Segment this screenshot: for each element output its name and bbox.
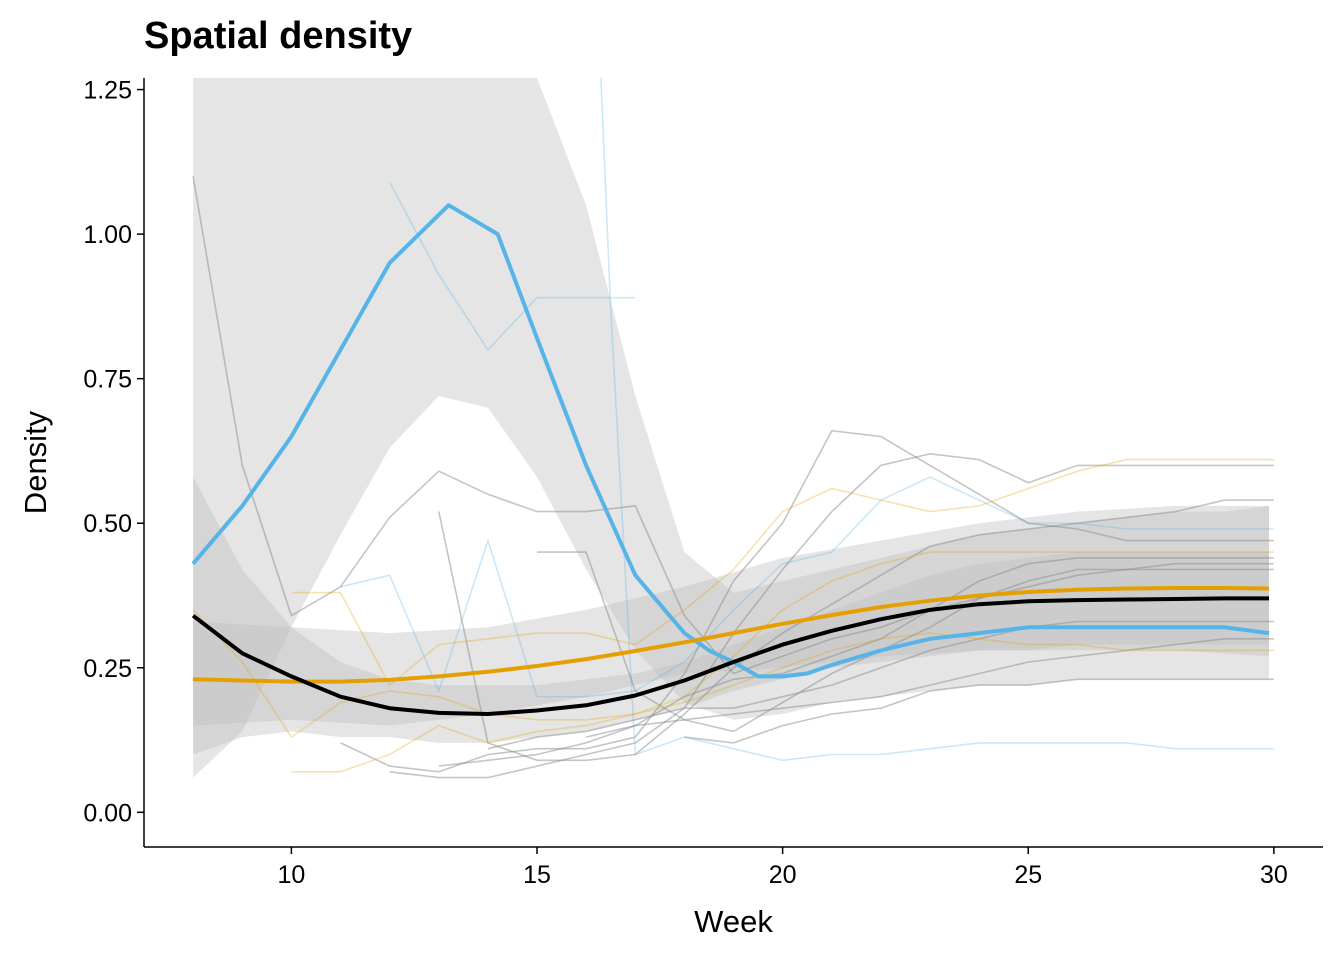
track-orange-14 xyxy=(192,609,1274,739)
track-thin_grey-6 xyxy=(487,620,1274,750)
x-axis-title: Week xyxy=(694,904,773,939)
individual-tracks xyxy=(192,78,1274,779)
track-thin_grey-7 xyxy=(585,637,1274,738)
smoothed-line-black xyxy=(191,596,1269,716)
x-tick-label: 30 xyxy=(1260,861,1288,889)
ribbon-black xyxy=(193,477,1270,755)
x-tick-label: 15 xyxy=(523,861,551,889)
track-blue-9 xyxy=(388,181,636,352)
track-thin_grey-4 xyxy=(537,551,1274,733)
y-tick-label: 0.25 xyxy=(83,655,132,683)
track-blue-10 xyxy=(600,78,1274,762)
track-blue-11 xyxy=(340,476,1274,698)
y-tick-label: 0.75 xyxy=(83,366,132,394)
track-thin_grey-0 xyxy=(192,176,1274,675)
track-thin_grey-5 xyxy=(438,557,1274,767)
x-tick-label: 10 xyxy=(277,861,305,889)
track-orange-12 xyxy=(291,458,1274,687)
x-tick-label: 20 xyxy=(769,861,797,889)
ribbon-orange xyxy=(193,505,1270,726)
smoothed-line-orange xyxy=(193,586,1270,684)
track-thin_grey-8 xyxy=(684,678,1274,744)
chart-title: Spatial density xyxy=(144,15,413,57)
y-tick-label: 0.50 xyxy=(83,510,132,538)
y-axis-title: Density xyxy=(18,410,53,514)
y-tick-label: 1.25 xyxy=(83,77,132,105)
track-thin_grey-2 xyxy=(340,429,1274,773)
confidence-ribbons xyxy=(193,78,1270,778)
y-tick-label: 1.00 xyxy=(83,221,132,249)
track-thin_grey-3 xyxy=(438,499,1274,762)
axes: 10 15 20 25 30 0.00 0.25 0.50 0.75 1.00 1.25 xyxy=(83,77,1323,889)
x-tick-label: 25 xyxy=(1014,861,1042,889)
track-thin_grey-1 xyxy=(389,452,1274,779)
smoothed-line-blue xyxy=(191,203,1270,679)
track-orange-13 xyxy=(291,551,1274,773)
y-tick-label: 0.00 xyxy=(83,799,132,827)
smoothed-lines xyxy=(191,203,1270,716)
